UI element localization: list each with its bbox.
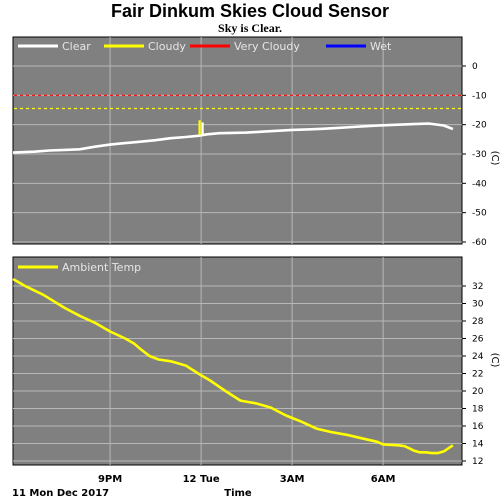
y-tick-label: -40 [472,179,487,189]
y-tick-label: 26 [472,335,484,345]
x-tick-label: 6AM [371,474,396,485]
series-line-clear [12,122,454,154]
x-tick-label: 9PM [98,474,122,485]
y-tick-label: 14 [472,440,484,450]
legend-label: Wet [370,40,392,53]
y-tick-label: -30 [472,150,487,160]
sky-status-text: Sky is Clear. [218,21,282,35]
y-tick-label: 24 [472,352,484,362]
y-tick-label: 28 [472,317,484,327]
y-tick-label: 12 [472,457,483,467]
legend-label: Very Cloudy [234,40,300,53]
plot-background [12,256,463,466]
y-tick-label: 32 [472,282,483,292]
x-tick-label: 12 Tue [183,474,220,485]
y-tick-label: 18 [472,405,484,415]
date-label: 11 Mon Dec 2017 [12,488,109,499]
y-axis-title: (C) [489,353,500,368]
y-axis-title: (C) [489,151,500,166]
series-line-ambient-temp [12,277,454,455]
plot-background [12,36,463,245]
y-tick-label: 16 [472,422,484,432]
y-tick-label: -60 [472,238,487,248]
y-tick-label: 0 [472,62,478,72]
ambient-temperature-panel: 32 30 28 26 24 22 20 18 16 14 12 (C) 9PM 12 Tue 3AM 6AM… [12,256,500,485]
y-tick-label: -20 [472,121,487,131]
y-tick-label: -50 [472,209,487,219]
sky-temperature-panel: 0 -10 -20 -30 -40 -50 -60 (C) Clear Cloudy Very Cl… [12,36,500,248]
y-tick-label: 30 [472,300,484,310]
y-tick-label: -10 [472,91,487,101]
y-tick-label: 22 [472,370,483,380]
x-axis-title: Time [224,488,252,499]
legend-label: Ambient Temp [62,261,141,274]
legend-label: Cloudy [148,40,186,53]
y-tick-label: 20 [472,387,484,397]
page-title: Fair Dinkum Skies Cloud Sensor [110,1,390,21]
x-tick-label: 3AM [280,474,305,485]
legend-label: Clear [62,40,91,53]
